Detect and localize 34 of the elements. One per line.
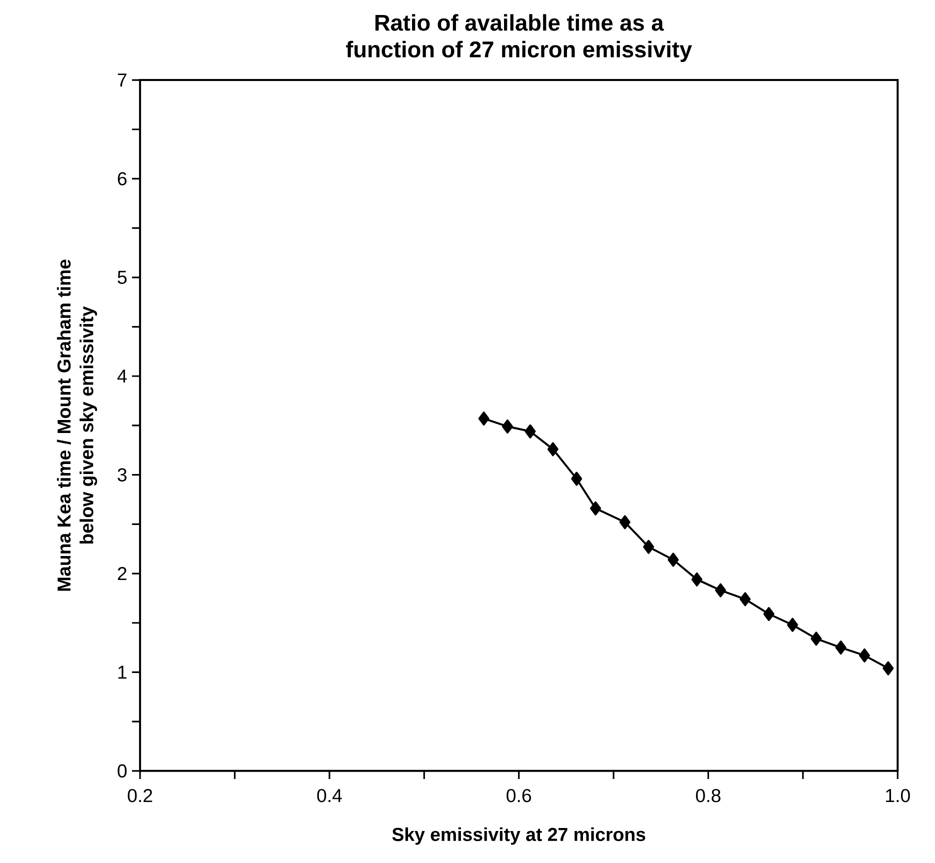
point: [835, 640, 846, 655]
point: [715, 583, 726, 598]
y-tick-label: 6: [118, 172, 127, 186]
point: [478, 412, 490, 426]
point: [502, 419, 513, 434]
y-axis-title: Mauna Kea time / Mount Graham time below given sky emissivity: [56, 260, 98, 591]
x-tick-label: 0.4: [317, 788, 342, 802]
x-tick-label: 0.2: [128, 788, 152, 802]
point: [668, 552, 679, 567]
y-tick-label: 2: [118, 567, 126, 580]
point: [619, 515, 630, 530]
point: [859, 648, 870, 662]
point: [787, 618, 798, 632]
chart-title: Ratio of available time as a function of 27 micron emissivity: [346, 14, 692, 62]
x-axis-title: Sky emissivity at 27 microns: [392, 827, 646, 845]
x-tick-label: 0.6: [506, 788, 532, 802]
point: [740, 592, 751, 606]
point: [691, 572, 702, 586]
point: [524, 424, 536, 438]
x-tick-label: 1.0: [886, 788, 910, 802]
x-tick-label: 0.8: [696, 788, 720, 802]
point: [763, 607, 774, 622]
point: [810, 632, 822, 646]
point: [643, 540, 654, 554]
y-tick-label: 3: [118, 468, 127, 482]
point: [547, 442, 558, 456]
point: [571, 472, 582, 486]
y-tick-label: 7: [118, 74, 126, 86]
point: [882, 661, 894, 676]
y-tick-label: 1: [118, 666, 126, 679]
y-tick-label: 4: [117, 370, 127, 383]
point: [590, 501, 602, 516]
y-tick-label: 0: [118, 764, 127, 778]
y-tick-label: 5: [118, 270, 127, 284]
